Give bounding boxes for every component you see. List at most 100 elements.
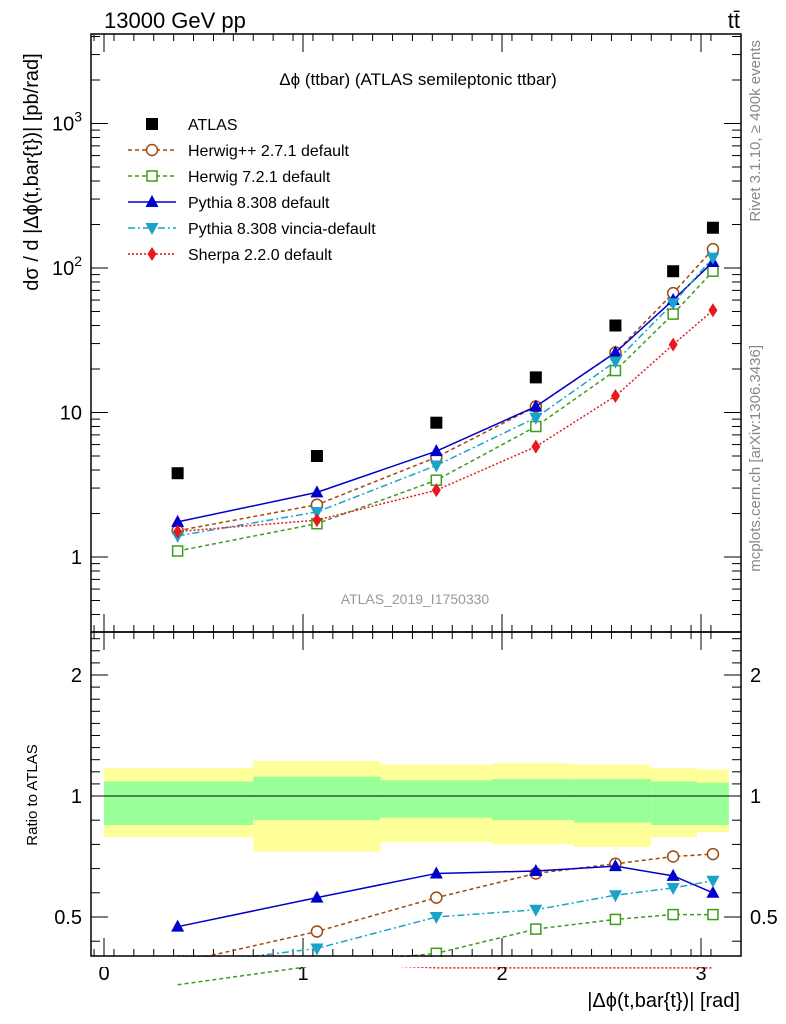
pythia-8-308-default-ratio-point [171, 919, 185, 932]
legend-herwig-2-7-1-default-marker [145, 143, 159, 157]
analysis-label: ATLAS_2019_I1750330 [341, 591, 490, 607]
pythia-8-308-default-point [310, 485, 324, 498]
herwig-2-7-1-default-ratio-line [177, 853, 713, 964]
herwig-2-7-1-default-ratio-point [666, 850, 680, 863]
herwig-2-7-1-default-ratio-point [706, 847, 720, 861]
pythia-8-308-vincia-default-point [310, 506, 324, 519]
pythia-8-308-vincia-default-ratio-point [706, 875, 720, 888]
pythia-8-308-vincia-default-point [666, 298, 680, 311]
pythia-8-308-vincia-default-ratio-point [310, 943, 324, 956]
legend-pythia-8-308-default-label: Pythia 8.308 default [188, 195, 330, 212]
legend-sherpa-2-2-0-default-label: Sherpa 2.2.0 default [188, 247, 333, 264]
herwig-2-7-1-default-ratio-point [310, 925, 324, 938]
pythia-8-308-default-ratio-point [429, 866, 443, 879]
ratio-tick-label-right: 0.5 [750, 907, 778, 929]
legend-herwig-2-7-1-default-label: Herwig++ 2.7.1 default [188, 143, 350, 160]
pythia-8-308-vincia-default-ratio-point [666, 882, 680, 895]
ratio-tick-label-right: 2 [750, 665, 761, 687]
legend-herwig-7-2-1-default-label: Herwig 7.2.1 default [188, 169, 331, 186]
pythia-8-308-default-ratio-line [177, 865, 714, 928]
herwig-7-2-1-default-point [667, 308, 679, 320]
herwig-7-2-1-default-ratio-point [430, 947, 443, 960]
legend-pythia-8-308-default-marker [145, 195, 159, 207]
sherpa-2-2-0-default-point [531, 439, 541, 454]
legend-atlas-label: ATLAS [188, 117, 238, 134]
mcplots-label: mcplots.cern.ch [arXiv:1306.3436] [747, 345, 764, 572]
herwig-2-7-1-default-line [177, 248, 714, 532]
x-tick-label: 2 [496, 963, 507, 985]
herwig-2-7-1-default-ratio-point [430, 891, 443, 904]
atlas-point [310, 449, 323, 462]
pythia-8-308-default-ratio-point [706, 885, 720, 898]
pythia-8-308-vincia-default-point [529, 412, 543, 425]
ratio-tick-label: 1 [71, 786, 82, 808]
herwig-7-2-1-default-point [707, 265, 719, 277]
main-axis-ticks: 1 10 102 103 [52, 34, 741, 632]
sherpa-2-2-0-default-point [312, 513, 322, 528]
ratio-panel: 0 1 2 3 0.5 0.5 1 1 2 2 Ratio to ATLAS |Δϕ(t,bar{… [24, 631, 778, 1012]
pythia-8-308-vincia-default-point [706, 252, 720, 265]
legend-pythia-8-308-vincia-default-marker [145, 223, 159, 235]
pythia-8-308-default-point [608, 345, 622, 358]
sherpa-2-2-0-default-point [610, 389, 620, 404]
ratio-tick-label: 2 [71, 665, 82, 687]
pythia-8-308-default-ratio-point [310, 890, 324, 903]
stat-uncertainty-band [697, 782, 729, 826]
atlas-point [609, 319, 622, 332]
stat-uncertainty-band [253, 776, 381, 821]
atlas-point [706, 221, 719, 234]
herwig-7-2-1-default-point [171, 545, 184, 557]
pythia-8-308-vincia-default-ratio-point [608, 890, 622, 903]
pythia-8-308-vincia-default-ratio-point [429, 912, 443, 924]
pythia-8-308-default-ratio-point [608, 859, 622, 872]
y-tick-label: 1 [71, 547, 82, 569]
atlas-point [430, 416, 443, 429]
legend-atlas-marker [146, 118, 158, 130]
header-left: 13000 GeV pp [104, 8, 246, 33]
pythia-8-308-vincia-default-line [177, 257, 714, 537]
pythia-8-308-vincia-default-ratio-line [177, 879, 714, 967]
atlas-point [529, 371, 542, 384]
sherpa-2-2-0-default-line [177, 309, 714, 533]
stat-uncertainty-band [492, 779, 574, 821]
pythia-8-308-default-ratio-point [529, 864, 543, 877]
sherpa-2-2-0-default-point [668, 337, 678, 352]
herwig-7-2-1-default-line [177, 270, 714, 552]
y-tick-label: 10 [60, 403, 82, 425]
ratio-axis-ticks: 0 1 2 3 0.5 0.5 1 1 2 2 [54, 632, 778, 985]
legend-sherpa-2-2-0-default-marker [147, 247, 157, 261]
stat-uncertainty-band [380, 780, 493, 818]
pythia-8-308-default-point [429, 444, 443, 457]
ratio-frame [90, 631, 742, 957]
y-tick-label: 102 [52, 253, 82, 280]
sherpa-2-2-0-default-point [173, 524, 183, 539]
main-series-layer [171, 221, 720, 557]
x-axis-label: |Δϕ(t,bar{t})| [rad] [587, 990, 740, 1012]
sherpa-2-2-0-default-point [708, 303, 718, 318]
x-tick-label: 3 [695, 963, 706, 985]
atlas-point [667, 265, 680, 278]
pythia-8-308-default-ratio-point [666, 868, 680, 881]
x-tick-label: 1 [297, 963, 308, 985]
herwig-7-2-1-default-ratio-point [667, 908, 679, 921]
legend: ATLAS Herwig++ 2.7.1 default Herwig 7.2.1 … [128, 117, 376, 264]
pythia-8-308-default-point [171, 514, 185, 527]
legend-pythia-8-308-vincia-default-label: Pythia 8.308 vincia-default [188, 221, 376, 238]
ratio-y-label: Ratio to ATLAS [24, 744, 41, 845]
ratio-tick-label: 0.5 [54, 907, 82, 929]
x-tick-label: 0 [98, 963, 109, 985]
herwig-7-2-1-default-ratio-point [609, 913, 622, 926]
ratio-tick-label-right: 1 [750, 786, 761, 808]
pythia-8-308-vincia-default-point [608, 356, 622, 369]
header-right: tt̄ [728, 8, 740, 33]
pythia-8-308-vincia-default-ratio-point [529, 904, 543, 917]
ratio-series-layer [92, 847, 740, 986]
y-axis-label: dσ / d |Δϕ(t,bar{t})| [pb/rad] [21, 53, 43, 290]
rivet-label: Rivet 3.1.10, ≥ 400k events [747, 40, 764, 222]
pythia-8-308-default-point [529, 399, 543, 412]
herwig-7-2-1-default-ratio-point [707, 908, 719, 921]
pythia-8-308-vincia-default-point [429, 460, 443, 473]
atlas-point [171, 467, 184, 480]
main-panel: 1 10 102 103 Δϕ (ttbar) (ATLAS semileptonic… [21, 33, 742, 633]
chart-title: Δϕ (ttbar) (ATLAS semileptonic ttbar) [279, 70, 557, 89]
